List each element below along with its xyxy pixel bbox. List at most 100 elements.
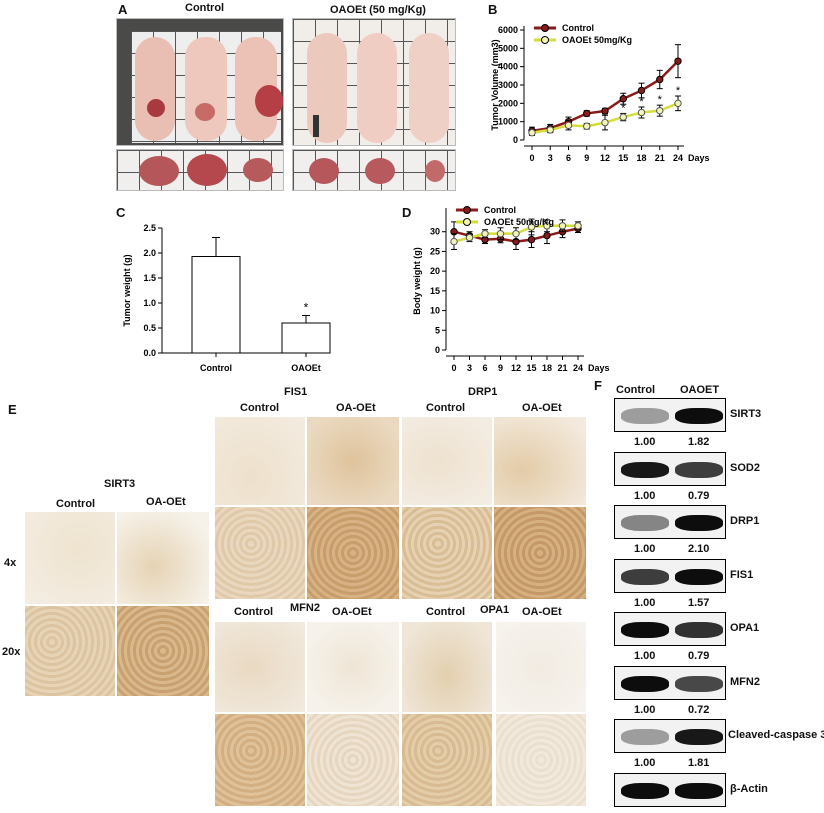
data-point <box>528 128 536 137</box>
y-tick-label: 2.5 <box>143 223 156 233</box>
band-control <box>621 408 669 424</box>
y-tick-label: 6000 <box>498 25 518 35</box>
opa1-title: OPA1 <box>480 604 510 616</box>
blot-quant-control: 1.00 <box>634 757 656 769</box>
data-point <box>583 122 591 130</box>
x-tick-label: 6 <box>566 153 571 163</box>
ihc-sirt3-control-4x <box>25 512 115 604</box>
y-tick-label: 0 <box>435 345 440 355</box>
ihc-sirt3-control-20x <box>25 606 115 696</box>
significance-marker: * <box>676 85 681 97</box>
x-tick-label: 18 <box>636 153 646 163</box>
blot-quant-treated: 1.57 <box>688 596 710 609</box>
x-tick-label: 24 <box>573 363 583 373</box>
ihc-fis1-control-4x <box>215 417 305 505</box>
legend-marker <box>541 36 549 44</box>
x-axis-label: Days <box>688 153 710 163</box>
blot-fis1 <box>614 558 726 593</box>
blot-opa1 <box>614 612 726 646</box>
data-point <box>543 231 551 240</box>
data-point <box>574 222 582 230</box>
data-point <box>465 233 474 242</box>
x-tick-label: 6 <box>482 363 487 373</box>
blot-quant-control: 1.00 <box>634 543 656 555</box>
significance-marker: * <box>658 94 663 106</box>
band-treated <box>675 675 723 692</box>
band-control <box>621 568 669 585</box>
chart-tumor-weight: 0.0 0.5 1.0 1.5 2.0 2.5 Tumor weight (g) Contro… <box>122 223 331 373</box>
data-point <box>527 235 536 244</box>
x-tick-label: 12 <box>600 153 610 163</box>
data-point <box>656 75 664 84</box>
y-tick-label: 4000 <box>498 62 518 72</box>
ihc-fis1-control-20x <box>215 507 305 599</box>
y-tick-label: 0.5 <box>143 323 156 333</box>
data-point <box>619 95 627 103</box>
blot-quant-treated: 1.82 <box>688 436 710 448</box>
blot-quant-treated: 0.79 <box>688 489 710 502</box>
data-point <box>512 229 520 238</box>
x-tick-label: 15 <box>526 363 536 373</box>
mfn2-oaoet-label: OA-OEt <box>332 606 372 618</box>
blot-quant-control: 1.00 <box>634 703 656 716</box>
y-tick-label: 15 <box>430 286 440 296</box>
legend-label: Control <box>484 205 516 215</box>
blot-col-oaoet: OAOET <box>680 384 720 396</box>
panel-label-d: D <box>402 205 412 220</box>
x-tick-label: OAOEt <box>291 363 321 373</box>
y-tick-label: 10 <box>430 306 440 316</box>
x-tick-label: 3 <box>548 153 553 163</box>
blot-sirt3 <box>614 398 726 432</box>
data-point <box>450 237 458 246</box>
data-point <box>543 222 551 230</box>
band-control <box>621 622 669 638</box>
legend-marker <box>541 24 549 32</box>
y-tick-label: 1.0 <box>143 298 156 308</box>
blot-label: FIS1 <box>730 568 754 581</box>
ihc-drp1-control-20x <box>402 507 492 599</box>
y-axis-label: Body weight (g) <box>412 247 422 315</box>
blot-col-control: Control <box>616 384 656 396</box>
ihc-mfn2-treated-4x <box>307 622 399 712</box>
x-tick-label: 12 <box>511 363 521 373</box>
blot-sod2 <box>614 451 726 486</box>
bar <box>281 322 331 354</box>
ihc-opa1-treated-4x <box>496 622 586 712</box>
ihc-drp1-treated-4x <box>494 417 586 505</box>
mouse-photo-control <box>116 18 284 146</box>
blot-quant-control: 1.00 <box>634 436 656 448</box>
ihc-mfn2-control-20x <box>215 714 305 806</box>
x-tick-label: 24 <box>673 153 683 163</box>
data-point <box>583 109 591 118</box>
x-tick-label: 18 <box>542 363 552 373</box>
x-axis-label: Days <box>588 363 610 373</box>
x-tick-label: Control <box>200 363 232 373</box>
blot--actin <box>614 772 726 807</box>
y-tick-label: 2000 <box>498 98 518 108</box>
x-tick-label: 3 <box>467 363 472 373</box>
data-point <box>496 229 505 238</box>
data-point <box>601 107 609 115</box>
data-point <box>546 126 554 134</box>
ihc-sirt3-treated-4x <box>117 512 209 604</box>
y-tick-label: 0 <box>513 135 518 145</box>
band-treated <box>675 515 723 531</box>
blot-quant-control: 1.00 <box>634 650 656 662</box>
panel-a-treatment-label: OAOEt (50 mg/Kg) <box>330 4 426 16</box>
significance-marker: * <box>639 96 644 108</box>
legend-marker <box>463 218 471 226</box>
fis1-oaoet-label: OA-OEt <box>336 402 376 414</box>
band-treated <box>675 782 723 799</box>
mag-4x-label: 4x <box>4 557 17 569</box>
panel-label-f: F <box>594 378 602 393</box>
ihc-opa1-treated-20x <box>496 714 586 806</box>
data-point <box>564 121 573 130</box>
band-control <box>621 729 669 745</box>
blot-drp1 <box>614 505 726 539</box>
blot-label: SIRT3 <box>730 408 762 420</box>
band-control <box>621 675 669 692</box>
y-tick-label: 3000 <box>498 80 518 90</box>
drp1-title: DRP1 <box>468 386 498 398</box>
tumor-photo-treated <box>292 149 456 191</box>
band-control <box>621 782 669 799</box>
